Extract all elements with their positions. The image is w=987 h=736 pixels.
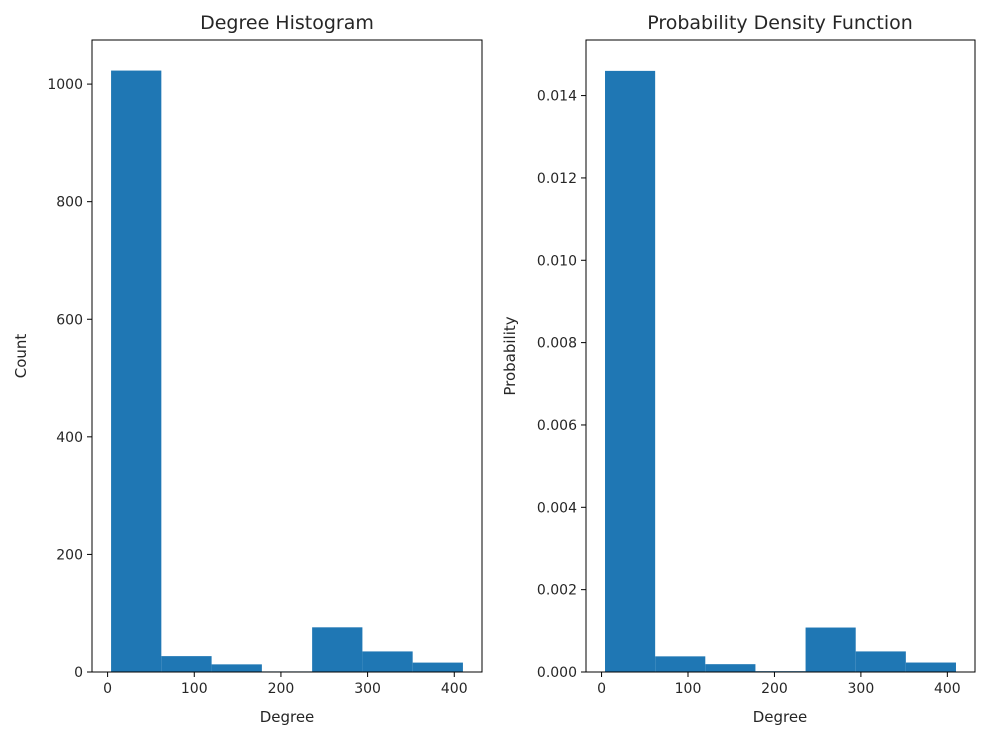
- y-tick-label: 400: [56, 430, 83, 446]
- x-tick-label: 300: [354, 681, 381, 697]
- y-tick-label: 0.008: [537, 336, 577, 352]
- x-axis-label: Degree: [753, 708, 808, 726]
- chart-title: Probability Density Function: [647, 12, 913, 34]
- x-tick-label: 300: [848, 681, 875, 697]
- histogram-bar: [605, 70, 656, 673]
- y-ticks: 0 200 400 600 800 1000: [47, 77, 92, 681]
- x-ticks: 0 100 200 300 400: [597, 672, 961, 697]
- y-tick-label: 0.006: [537, 418, 577, 434]
- histogram-bar: [905, 662, 956, 672]
- x-ticks: 0 100 200 300 400: [103, 672, 468, 697]
- histogram-bar: [211, 664, 262, 672]
- x-tick-label: 200: [268, 681, 295, 697]
- plot-frame: [91, 39, 483, 673]
- y-tick-label: 0.014: [537, 89, 577, 105]
- histogram-bar: [161, 656, 212, 672]
- x-tick-label: 200: [761, 681, 788, 697]
- x-tick-label: 0: [103, 681, 112, 697]
- y-tick-label: 0: [74, 665, 83, 681]
- histogram-bar: [655, 656, 706, 672]
- y-ticks: 0.000 0.002 0.004 0.006 0.008 0.010 0.012 0.014: [537, 89, 586, 681]
- y-tick-label: 1000: [47, 77, 83, 93]
- y-tick-label: 800: [56, 195, 83, 211]
- plot-frame: [585, 39, 976, 673]
- bars: [605, 70, 956, 673]
- bars: [111, 70, 463, 672]
- x-tick-label: 0: [597, 681, 606, 697]
- histogram-bar: [705, 664, 756, 672]
- x-tick-label: 400: [934, 681, 961, 697]
- x-axis-label: Degree: [260, 708, 315, 726]
- x-tick-label: 400: [441, 681, 468, 697]
- chart-title: Degree Histogram: [200, 12, 374, 34]
- y-tick-label: 0.004: [537, 500, 577, 516]
- y-tick-label: 0.002: [537, 583, 577, 599]
- degree-histogram-chart: Degree Histogram Degree Count 0 100 200 300…: [12, 12, 483, 726]
- histogram-bar: [111, 70, 162, 672]
- histogram-bar: [412, 662, 463, 672]
- probability-density-chart: Probability Density Function Degree Prob…: [501, 12, 976, 726]
- x-tick-label: 100: [181, 681, 208, 697]
- y-tick-label: 600: [56, 312, 83, 328]
- x-tick-label: 100: [675, 681, 702, 697]
- y-tick-label: 0.010: [537, 253, 577, 269]
- y-axis-label: Count: [12, 334, 30, 379]
- histogram-bar: [855, 651, 906, 672]
- y-tick-label: 0.012: [537, 171, 577, 187]
- histogram-bar: [805, 627, 856, 672]
- y-axis-label: Probability: [501, 316, 519, 395]
- y-tick-label: 0.000: [537, 665, 577, 681]
- y-tick-label: 200: [56, 547, 83, 563]
- histogram-bar: [312, 627, 363, 672]
- histogram-bar: [362, 651, 413, 672]
